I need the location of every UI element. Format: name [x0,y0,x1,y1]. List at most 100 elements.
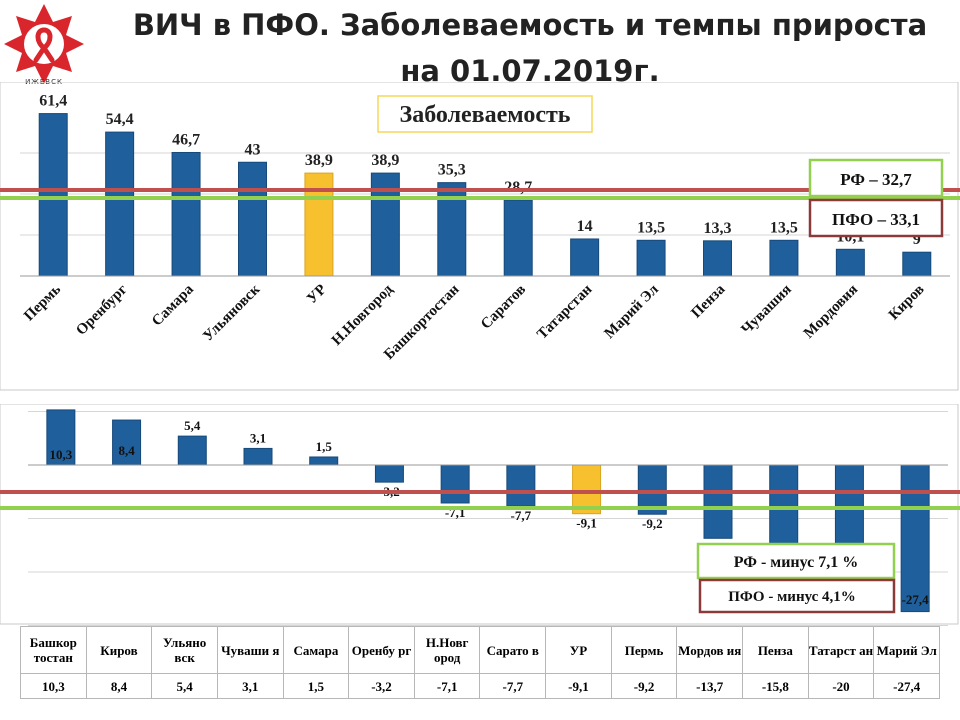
category-label-13: Киров [886,282,928,324]
bar-value-label-7: -7,7 [511,508,532,523]
bar-value-label-1: 54,4 [106,111,134,128]
rf-legend-label: РФ - минус 7,1 % [734,554,859,571]
table-cell-value: -13,7 [676,673,744,699]
table-cell-region: Сарато в [479,626,547,674]
table-cell-region: Марий Эл [873,626,940,674]
category-label-5: Н.Новгород [329,281,397,349]
bar-value-label-13: -27,4 [902,592,930,607]
red-ribbon-icon [33,27,55,63]
category-label-7: Саратов [478,282,529,333]
bar-11 [769,239,799,277]
table-cell-region: Чуваши я [216,626,284,674]
bar-value-label-2: 46,7 [172,131,200,148]
category-label-12: Мордовия [801,282,861,342]
rf-legend-box [808,158,944,198]
table-cell-value: -20 [807,673,875,699]
bar-8 [570,238,600,277]
category-label-8: Татарстан [534,281,595,342]
bar-3 [238,161,267,277]
table-cell-value: -7,1 [413,673,481,699]
table-cell-value: -9,2 [610,673,678,699]
table-cell-value: 5,4 [151,673,218,699]
category-label-1: Оренбург [73,281,130,338]
table-cell-value: -7,7 [479,673,547,699]
slide-title: ВИЧ в ПФО. Заболеваемость и темпы прирос… [132,8,928,42]
bar-7 [503,199,533,277]
bar-1 [105,131,135,277]
category-label-9: Марий Эл [601,281,662,342]
growth-rate-chart: 10,38,45,43,11,5-3,2-7,1-7,7-9,1-9,2-13,… [0,404,960,626]
table-cell-region: Н.Новг ород [413,626,481,674]
bar-13 [902,251,932,277]
table-cell-region: Ульяно вск [151,626,218,674]
bar-10 [703,240,732,277]
table-cell-region: Оренбу рг [348,626,415,674]
bar-value-label-0: 10,3 [49,447,72,462]
bar-8 [572,464,602,515]
growth-data-table: Башкор тостан Киров Ульяно вск Чуваши я Сама… [20,626,940,699]
category-label-4: УР [304,282,330,308]
pfo-legend-label: ПФО – 33,1 [832,210,920,229]
rf-legend-box [696,542,896,580]
bar-value-label-3: 3,1 [250,430,266,445]
table-cell-region: Татарст ан [807,626,875,674]
aids-ribbon-logo [4,4,84,84]
incidence-chart: 61,4 Пермь 54,4 Оренбург 46,7 Самара 43 Ульянов… [0,82,960,391]
table-cell-region: Киров [85,626,153,674]
bar-value-label-7: 28,7 [504,179,532,196]
table-cell-value: -3,2 [348,673,415,699]
bar-5 [374,464,404,483]
bar-value-label-6: 35,3 [438,162,466,179]
bar-value-label-11: 13,5 [770,219,798,236]
category-label-10: Пенза [688,281,728,321]
table-cell-region: Башкор тостан [20,626,87,674]
bar-1 [112,419,142,466]
bar-value-label-8: 14 [577,218,593,235]
category-label-3: Ульяновск [200,281,263,344]
logo-inner-circle [24,24,64,64]
category-label-0: Пермь [21,281,64,324]
table-cell-region: Пенза [742,626,809,674]
bar-3 [243,447,273,466]
bar-value-label-13: 9 [913,231,921,248]
chart-title: Заболеваемость [400,102,571,128]
bar-value-label-4: 38,9 [305,152,333,169]
bar-value-label-0: 61,4 [39,93,67,110]
bar-value-label-2: 5,4 [184,418,201,433]
chart-frame [0,82,959,391]
bar-value-label-1: 8,4 [118,443,135,458]
bar-value-label-9: -9,2 [642,516,663,531]
table-cell-value: 10,3 [20,673,87,699]
pfo-legend-box [808,198,944,238]
bar-value-label-5: 38,9 [371,152,399,169]
table-cell-value: 3,1 [216,673,284,699]
bar-4 [309,456,339,466]
category-label-2: Самара [149,281,197,329]
table-cell-value: 1,5 [282,673,350,699]
table-cell-value: -27,4 [873,673,940,699]
table-row-regions: Башкор тостан Киров Ульяно вск Чуваши я Сама… [20,626,940,674]
bar-0 [38,113,68,277]
bar-13 [900,464,930,613]
bar-value-label-3: 43 [245,141,261,158]
bar-2 [171,151,201,277]
rf-legend-label: РФ – 32,7 [840,170,912,189]
table-cell-value: 8,4 [85,673,153,699]
pfo-legend-label: ПФО - минус 4,1% [728,589,856,605]
bar-7 [506,464,536,507]
bar-2 [177,435,207,466]
bar-6 [440,464,470,504]
table-cell-value: -15,8 [742,673,809,699]
bar-9 [636,239,666,277]
table-cell-region: Самара [282,626,350,674]
bar-value-label-10: 13,3 [704,220,732,237]
table-cell-region: УР [545,626,612,674]
bar-0 [46,409,76,466]
bar-value-label-9: 13,5 [637,219,665,236]
bar-value-label-4: 1,5 [316,439,333,454]
table-cell-region: Пермь [610,626,678,674]
category-label-11: Чувашия [739,282,795,338]
chart-frame [0,404,959,625]
table-row-values: 10,3 8,4 5,4 3,1 1,5 -3,2 -7,1 -7,7 -9,1 -9,2 -13,… [20,673,940,699]
pfo-legend-box [698,578,896,614]
